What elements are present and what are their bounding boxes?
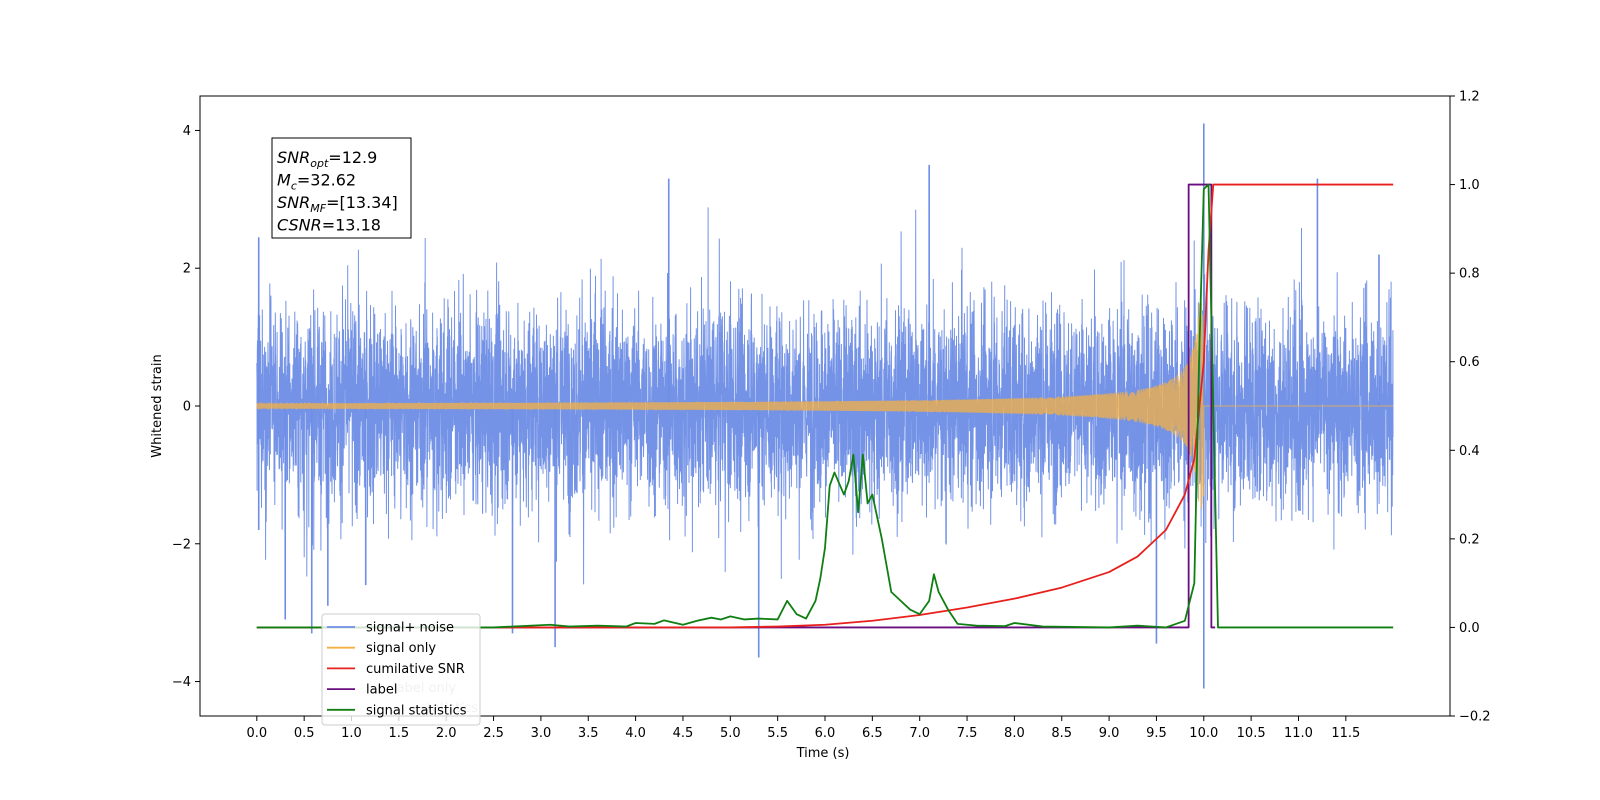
x-tick-label: 5.0 bbox=[720, 726, 741, 741]
y-tick-label: 4 bbox=[183, 124, 191, 139]
right-axis-ticks: −0.2 0.0 0.2 0.4 0.6 0.8 1.0 1.2 bbox=[1450, 90, 1491, 725]
legend-frame bbox=[321, 613, 481, 726]
x-tick-label: 3.5 bbox=[578, 726, 599, 741]
y-tick-label: 2 bbox=[183, 262, 191, 277]
annotation-line: Mc=32.62 bbox=[277, 171, 356, 193]
signal-statistics-line bbox=[256, 183, 1394, 629]
annotation-line: CSNR=13.18 bbox=[277, 216, 381, 235]
x-tick-label: 9.0 bbox=[1099, 726, 1120, 741]
x-tick-label: 0.5 bbox=[294, 726, 315, 741]
x-axis-ticks: 0.0 0.5 1.0 1.5 2.0 2.5 3.0 3.5 4.0 4.5 5.0 5.5 6.0 6… bbox=[246, 716, 1360, 741]
annotation-value: =13.18 bbox=[322, 216, 381, 235]
annotation-symbol: SNR bbox=[277, 193, 310, 212]
plot-area bbox=[256, 123, 1394, 689]
x-tick-label: 8.5 bbox=[1051, 726, 1072, 741]
cumulative-snr-line bbox=[256, 183, 1394, 629]
right-tick-label: 0.4 bbox=[1459, 444, 1480, 459]
x-tick-label: 10.0 bbox=[1189, 726, 1218, 741]
cumulative-snr-series bbox=[256, 183, 1394, 629]
x-tick-label: 8.0 bbox=[1004, 726, 1025, 741]
x-tick-label: 10.5 bbox=[1237, 726, 1266, 741]
x-tick-label: 7.5 bbox=[957, 726, 978, 741]
y-tick-label: −2 bbox=[172, 537, 191, 552]
x-tick-label: 11.5 bbox=[1331, 726, 1360, 741]
legend-label: signal statistics bbox=[366, 703, 467, 718]
label-line bbox=[256, 183, 1216, 629]
annotation-line: SNRMF=[13.34] bbox=[277, 193, 398, 215]
x-tick-label: 4.5 bbox=[673, 726, 694, 741]
annotation-symbol: M bbox=[277, 171, 291, 190]
legend: label onlystatistics signal+ noisesignal… bbox=[321, 613, 481, 726]
x-tick-label: 7.0 bbox=[909, 726, 930, 741]
annotation-subscript: c bbox=[291, 180, 297, 193]
legend-label: cumilative SNR bbox=[366, 662, 465, 677]
annotation-frame bbox=[271, 137, 412, 239]
annotation-subscript: opt bbox=[310, 157, 329, 170]
stats-annotation-box: SNRopt=12.9Mc=32.62SNRMF=[13.34]CSNR=13.… bbox=[271, 137, 412, 239]
y-tick-label: −4 bbox=[172, 675, 191, 690]
signal-only-series bbox=[256, 302, 1394, 510]
right-tick-label: −0.2 bbox=[1459, 710, 1491, 725]
right-tick-label: 1.0 bbox=[1459, 178, 1480, 193]
right-tick-label: 0.6 bbox=[1459, 355, 1480, 370]
annotation-symbol: CSNR bbox=[277, 216, 322, 235]
x-tick-label: 9.5 bbox=[1146, 726, 1167, 741]
legend-label: label bbox=[366, 683, 397, 698]
x-tick-label: 6.0 bbox=[815, 726, 836, 741]
signal-noise-series bbox=[256, 123, 1394, 689]
annotation-line: SNRopt=12.9 bbox=[277, 148, 377, 170]
x-tick-label: 5.5 bbox=[767, 726, 788, 741]
legend-label: signal only bbox=[366, 641, 436, 656]
x-tick-label: 6.5 bbox=[862, 726, 883, 741]
annotation-value: =12.9 bbox=[328, 148, 377, 167]
legend-label: signal+ noise bbox=[366, 621, 454, 636]
x-tick-label: 0.0 bbox=[246, 726, 267, 741]
label-series bbox=[256, 183, 1216, 629]
y-tick-label: 0 bbox=[183, 400, 191, 415]
x-tick-label: 1.5 bbox=[389, 726, 410, 741]
x-tick-label: 3.0 bbox=[531, 726, 552, 741]
x-tick-label: 1.0 bbox=[341, 726, 362, 741]
y-axis-label: Whitened strain bbox=[150, 354, 165, 457]
y-axis-ticks: −4 −2 0 2 4 bbox=[172, 124, 200, 690]
right-tick-label: 0.2 bbox=[1459, 532, 1480, 547]
x-tick-label: 2.5 bbox=[483, 726, 504, 741]
x-tick-label: 2.0 bbox=[436, 726, 457, 741]
right-tick-label: 1.2 bbox=[1459, 90, 1480, 105]
right-tick-label: 0.8 bbox=[1459, 267, 1480, 282]
x-axis-label: Time (s) bbox=[796, 746, 850, 761]
annotation-value: =32.62 bbox=[297, 171, 356, 190]
x-tick-label: 11.0 bbox=[1284, 726, 1313, 741]
signal-statistics-series bbox=[256, 183, 1394, 629]
signal-only-line bbox=[256, 302, 1394, 510]
right-tick-label: 0.0 bbox=[1459, 621, 1480, 636]
annotation-subscript: MF bbox=[310, 202, 326, 215]
annotation-symbol: SNR bbox=[277, 148, 310, 167]
x-tick-label: 4.0 bbox=[625, 726, 646, 741]
annotation-value: =[13.34] bbox=[326, 193, 398, 212]
